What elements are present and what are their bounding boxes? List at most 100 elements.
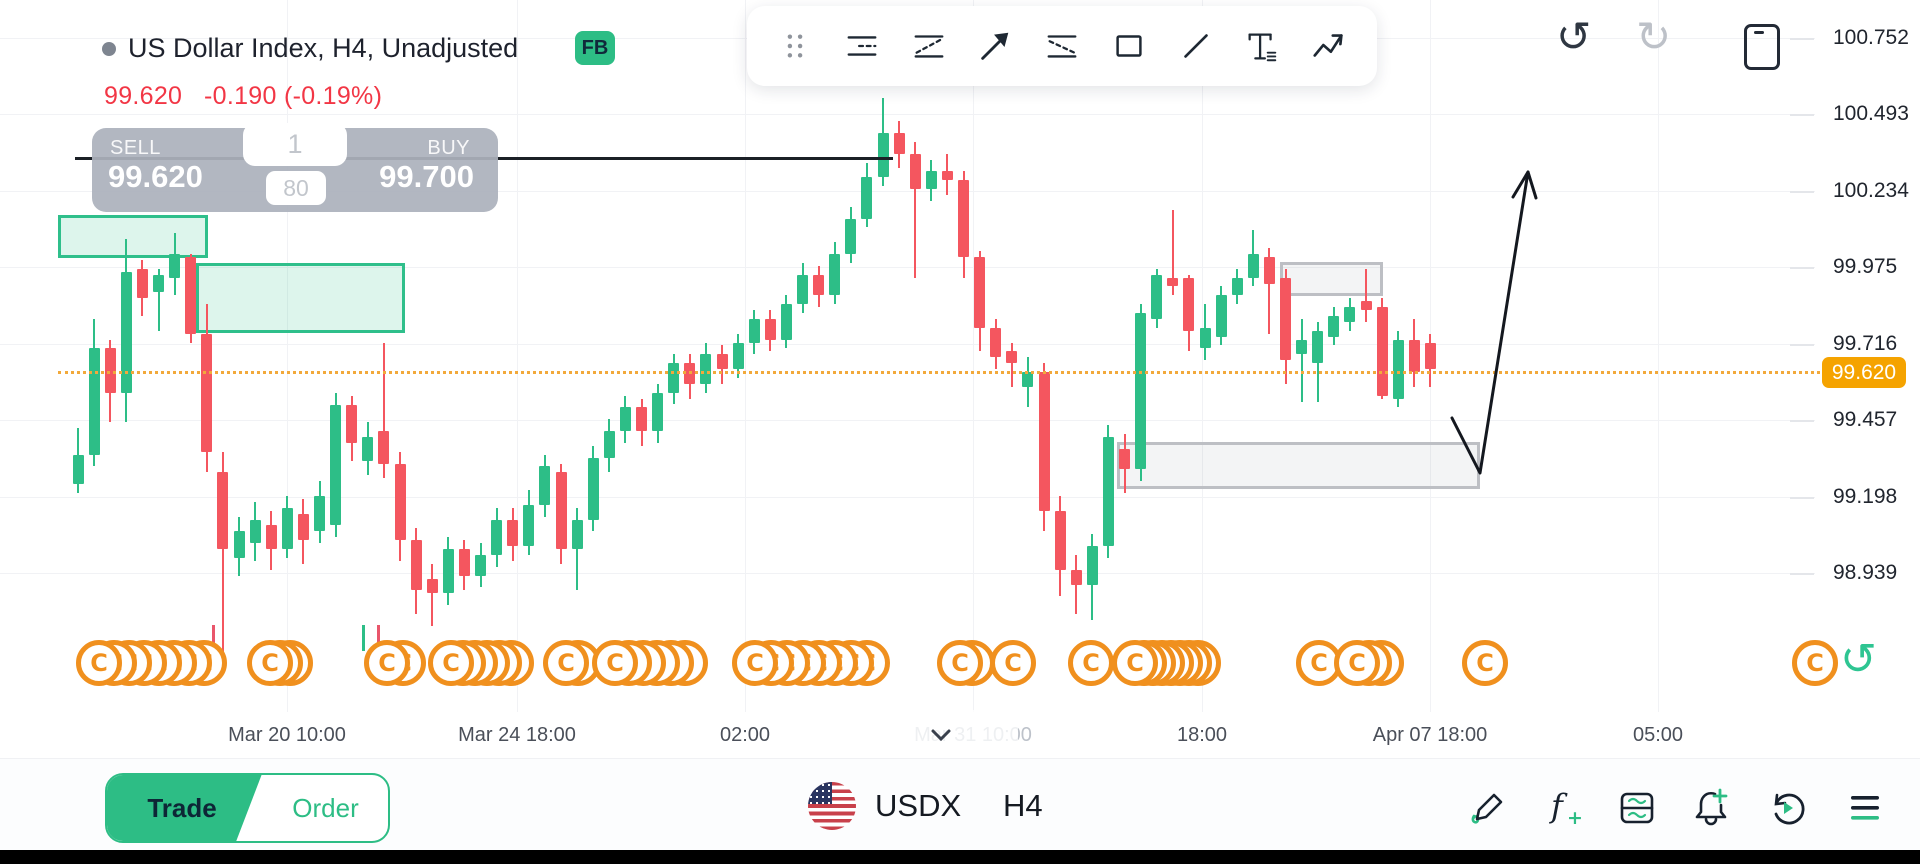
layout-panels-icon[interactable]	[1615, 786, 1659, 830]
refresh-icon[interactable]: ↺	[1840, 635, 1877, 684]
grid-vline	[973, 0, 974, 712]
toggle-active-background	[107, 775, 262, 841]
trade-order-toggle: Trade Order	[105, 773, 390, 843]
menu-hamburger-icon[interactable]	[1843, 786, 1887, 830]
candle-body	[1086, 546, 1098, 585]
candle-body	[217, 472, 229, 550]
candle-body	[1392, 339, 1404, 399]
gray-box-drawing[interactable]	[1117, 442, 1480, 489]
candle-body	[1215, 295, 1227, 337]
trend-line-tool-icon[interactable]	[1174, 24, 1218, 68]
timeframe-selector[interactable]: H4	[1003, 788, 1043, 823]
candle-body	[603, 431, 615, 458]
price-tick-label: 99.716	[1833, 332, 1898, 355]
candle-wick	[157, 268, 160, 331]
info-line-down-tool-icon[interactable]	[1040, 24, 1084, 68]
candle-wick	[382, 342, 385, 479]
economic-event-icon[interactable]: C	[1334, 640, 1380, 686]
price-tick-dash	[1790, 191, 1814, 193]
phone-notch	[1754, 31, 1764, 34]
order-tab[interactable]: Order	[292, 792, 359, 823]
spread-value[interactable]: 80	[266, 171, 326, 205]
symbol-title[interactable]: US Dollar Index, H4, Unadjusted	[128, 33, 519, 63]
arrow-path	[1450, 170, 1530, 475]
drag-handle-icon[interactable]	[773, 24, 817, 68]
candle-body	[829, 254, 841, 296]
sell-label: SELL	[110, 137, 161, 159]
candle-body	[1296, 339, 1308, 355]
redo-button[interactable]: ↻	[1636, 13, 1672, 60]
economic-event-icon[interactable]: C	[732, 640, 778, 686]
supply-zone-drawing[interactable]	[196, 263, 405, 333]
alerts-bell-icon[interactable]	[1689, 786, 1733, 830]
candle-body	[587, 457, 599, 520]
grid-hline	[0, 497, 1815, 498]
time-axis-label: Apr 07 18:00	[1372, 724, 1488, 746]
info-line-up-tool-icon[interactable]	[907, 24, 951, 68]
candle-body	[732, 342, 744, 370]
undo-button[interactable]: ↺	[1556, 13, 1592, 60]
candle-body	[1054, 510, 1066, 570]
chevron-down-icon[interactable]	[930, 728, 952, 747]
economic-event-icon[interactable]: C	[1792, 640, 1838, 686]
grid-hline	[0, 573, 1815, 574]
sell-button[interactable]: 99.620	[108, 159, 203, 194]
candle-body	[88, 348, 100, 455]
economic-event-icon[interactable]: C	[1068, 640, 1114, 686]
arrow-path	[1511, 170, 1538, 200]
candle-body	[1183, 277, 1195, 331]
price-change: -0.190 (-0.19%)	[204, 82, 383, 110]
candle-body	[458, 549, 470, 576]
last-price: 99.620	[104, 82, 183, 110]
economic-event-icon[interactable]: C	[543, 640, 589, 686]
supply-zone-drawing[interactable]	[58, 215, 208, 258]
economic-event-icon[interactable]: C	[1462, 640, 1508, 686]
candle-body	[1135, 313, 1147, 470]
economic-event-icon[interactable]: C	[247, 640, 293, 686]
economic-event-icon[interactable]: C	[592, 640, 638, 686]
economic-event-icon[interactable]: C	[937, 640, 983, 686]
candle-body	[104, 348, 116, 393]
price-tick-dash	[1790, 497, 1814, 499]
candle-wick	[431, 563, 434, 626]
trade-tab[interactable]: Trade	[147, 792, 217, 823]
grid-hline	[0, 420, 1815, 421]
replay-history-icon[interactable]	[1765, 786, 1809, 830]
economic-event-icon[interactable]: C	[364, 640, 410, 686]
us-flag-icon[interactable]	[808, 782, 856, 830]
broker-badge[interactable]: FB	[575, 31, 615, 65]
candle-body	[539, 466, 551, 505]
draw-tools-icon[interactable]	[1466, 786, 1510, 830]
horizontal-lines-tool-icon[interactable]	[840, 24, 884, 68]
polyline-tool-icon[interactable]	[1307, 24, 1351, 68]
candle-body	[813, 274, 825, 296]
indicators-icon[interactable]: f +	[1543, 786, 1587, 830]
candle-wick	[576, 507, 579, 591]
candle-body	[475, 554, 486, 576]
rectangle-tool-icon[interactable]	[1107, 24, 1151, 68]
buy-button[interactable]: 99.700	[379, 159, 474, 194]
price-tick-label: 100.752	[1833, 26, 1909, 49]
trend-arrow-tool-icon[interactable]	[973, 24, 1017, 68]
economic-event-icon[interactable]: C	[76, 640, 122, 686]
text-tool-icon[interactable]	[1240, 24, 1284, 68]
economic-event-icon[interactable]: C	[428, 640, 474, 686]
symbol-selector[interactable]: USDX	[875, 788, 962, 823]
candle-wick	[1365, 268, 1367, 322]
price-tick-label: 100.493	[1833, 102, 1909, 125]
time-axis-label: Mar 20 10:00	[228, 724, 346, 746]
candle-body	[877, 133, 889, 178]
device-view-button[interactable]	[1744, 24, 1780, 70]
quantity-field[interactable]: 1	[243, 123, 347, 166]
grid-vline	[1202, 0, 1203, 712]
candle-body	[394, 463, 406, 541]
candle-body	[249, 519, 261, 544]
economic-event-icon[interactable]: C	[1112, 640, 1158, 686]
grid-hline	[0, 267, 1815, 268]
economic-event-icon[interactable]: C	[990, 640, 1036, 686]
price-tick-label: 99.198	[1833, 485, 1898, 508]
gray-box-drawing[interactable]	[1280, 262, 1383, 296]
candle-body	[780, 304, 792, 340]
candle-body	[330, 404, 342, 526]
